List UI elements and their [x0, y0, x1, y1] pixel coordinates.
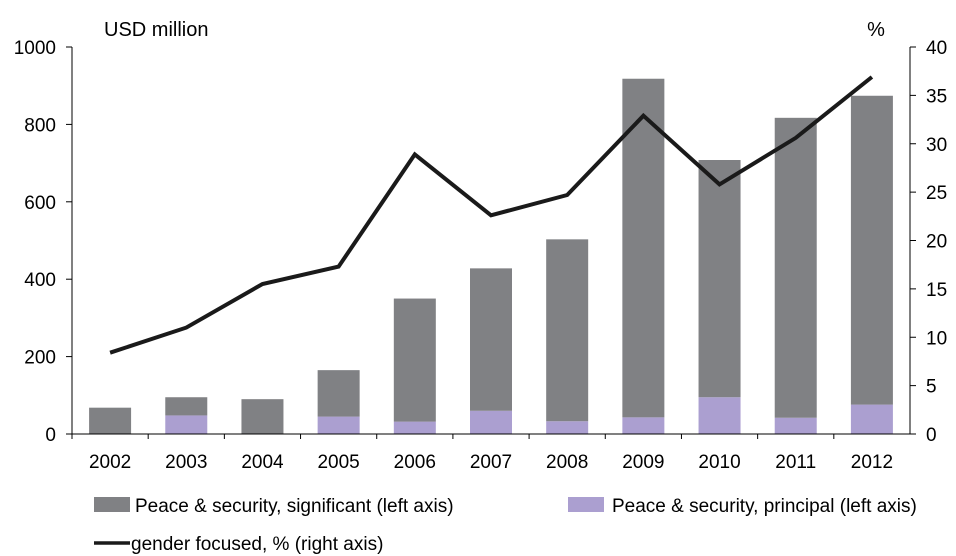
bar-significant — [622, 78, 665, 418]
right-tick-label: 35 — [926, 86, 947, 107]
axes — [71, 47, 911, 435]
bar-significant — [546, 239, 589, 422]
bar-principal — [774, 417, 817, 434]
legend-label-principal: Peace & security, principal (left axis) — [612, 496, 917, 517]
right-axis-label: % — [867, 19, 885, 41]
left-axis-ticks: 1000 800 600 400 200 0 — [14, 38, 72, 446]
bar-significant — [774, 117, 817, 418]
line-group — [109, 75, 874, 355]
x-tick-label: 2009 — [622, 452, 664, 473]
x-tick-label: 2005 — [317, 452, 359, 473]
bar-principal — [546, 421, 589, 434]
bar-significant — [393, 298, 436, 422]
gender-focused-line — [109, 75, 874, 355]
right-tick-label: 10 — [926, 328, 947, 349]
left-tick-label: 1000 — [14, 38, 56, 59]
x-tick-label: 2006 — [394, 452, 436, 473]
x-tick-label: 2003 — [165, 452, 207, 473]
bar-significant — [698, 160, 741, 398]
bar-significant — [470, 268, 512, 411]
bar-significant — [317, 370, 360, 417]
x-axis-ticks: 2002 2003 2004 2005 2006 2007 2008 2009 2010 2011… — [71, 434, 893, 473]
right-tick-label: 20 — [926, 232, 947, 253]
x-tick-label: 2007 — [470, 452, 512, 473]
bar-principal — [850, 404, 893, 434]
bar-principal — [317, 416, 360, 434]
bar-group — [89, 78, 893, 434]
right-tick-label: 0 — [926, 425, 937, 446]
left-tick-label: 400 — [24, 270, 56, 291]
bar-principal — [470, 410, 512, 434]
x-tick-label: 2008 — [546, 452, 588, 473]
right-tick-label: 15 — [926, 280, 947, 301]
right-tick-label: 40 — [926, 38, 947, 59]
x-tick-label: 2002 — [89, 452, 131, 473]
bar-significant — [89, 407, 132, 434]
right-tick-label: 25 — [926, 183, 947, 204]
left-tick-label: 800 — [24, 115, 56, 136]
left-axis-label: USD million — [104, 19, 208, 41]
legend: Peace & security, significant (left axis… — [94, 496, 917, 555]
bar-principal — [698, 397, 741, 434]
x-tick-label: 2010 — [698, 452, 740, 473]
left-tick-label: 600 — [24, 193, 56, 214]
bar-principal — [622, 417, 665, 434]
legend-label-significant: Peace & security, significant (left axis… — [135, 496, 454, 517]
bar-principal — [393, 421, 436, 434]
bar-significant — [165, 397, 208, 416]
left-tick-label: 200 — [24, 348, 56, 369]
x-tick-label: 2012 — [851, 452, 893, 473]
bar-principal — [165, 415, 208, 434]
right-tick-label: 5 — [926, 377, 937, 398]
legend-swatch-significant — [94, 497, 130, 512]
left-tick-label: 0 — [45, 425, 56, 446]
bar-significant — [241, 399, 284, 434]
x-tick-label: 2011 — [775, 452, 816, 473]
x-tick-label: 2004 — [241, 452, 284, 473]
bar-significant — [850, 95, 893, 405]
legend-swatch-principal — [568, 497, 604, 512]
right-axis-ticks: 40 35 30 25 20 15 10 5 0 — [910, 38, 947, 446]
legend-label-gender: gender focused, % (right axis) — [131, 534, 383, 555]
right-tick-label: 30 — [926, 135, 947, 156]
